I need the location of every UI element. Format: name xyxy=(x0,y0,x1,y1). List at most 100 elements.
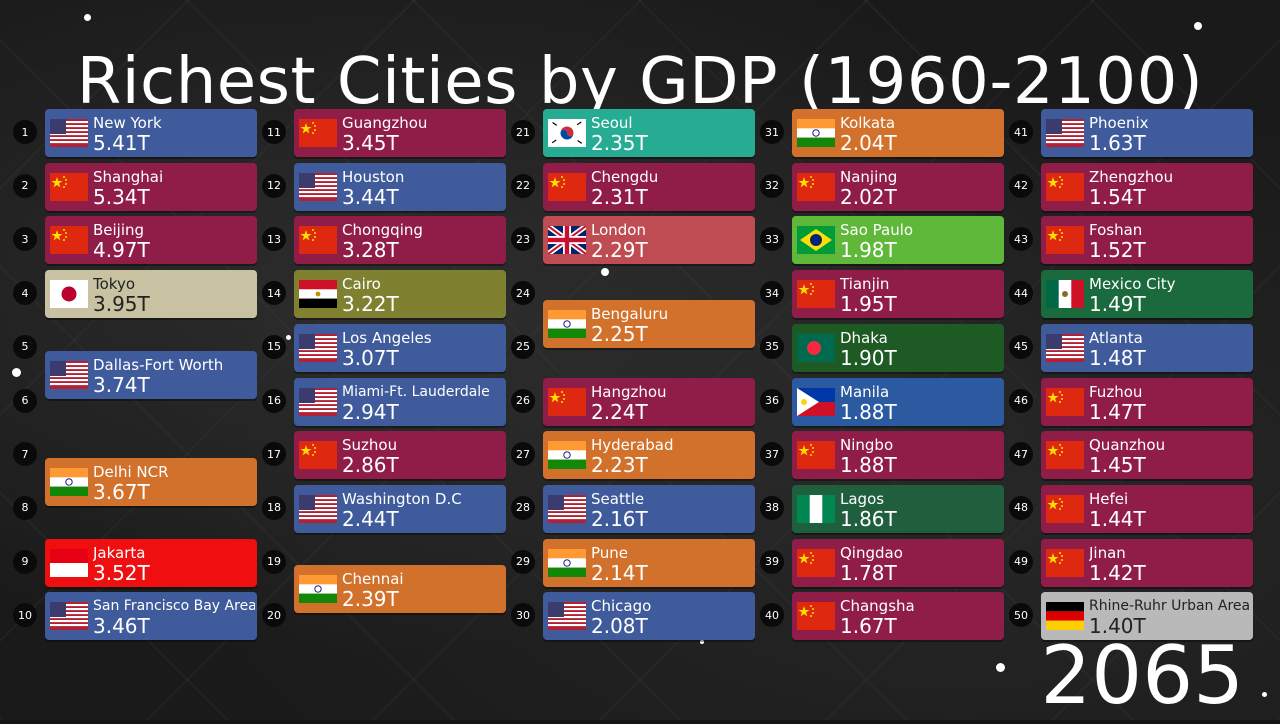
city-name: Guangzhou xyxy=(342,114,428,132)
rank-badge: 2 xyxy=(13,173,37,198)
city-bar: London 2.29T xyxy=(543,216,755,265)
city-name: Jinan xyxy=(1089,543,1126,562)
city-name: Washington D.C xyxy=(342,489,462,508)
gdp-value-label: 2.44T xyxy=(342,506,399,531)
cn-flag-icon xyxy=(548,172,586,201)
cn-flag-icon xyxy=(548,387,586,416)
city-name: Quanzhou xyxy=(1089,436,1166,455)
city-name: New York xyxy=(93,114,162,132)
city-bar: Zhengzhou 1.54T xyxy=(1041,162,1253,211)
rank-badge: 19 xyxy=(262,549,286,574)
gdp-value-label: 3.45T xyxy=(342,131,399,155)
city-name: Hyderabad xyxy=(591,436,674,455)
city-name: Rhine-Ruhr Urban Area xyxy=(1089,598,1251,615)
rank-badge: 13 xyxy=(262,227,286,252)
gdp-value-label: 3.67T xyxy=(93,480,150,505)
city-bar: Chongqing 3.28T xyxy=(294,216,506,265)
city-bar: Manila 1.88T xyxy=(792,377,1004,426)
city-bar: Beijing 4.97T xyxy=(45,216,257,265)
gdp-value-label: 3.95T xyxy=(93,292,150,317)
city-bar: Quanzhou 1.45T xyxy=(1041,431,1253,480)
us-flag-icon xyxy=(299,172,337,201)
gdp-value-label: 5.34T xyxy=(93,184,150,209)
rank-badge: 30 xyxy=(511,603,535,628)
city-name: Suzhou xyxy=(342,436,398,455)
rank-badge: 8 xyxy=(13,495,37,520)
sparkle-dot xyxy=(1262,692,1267,697)
city-name: Cairo xyxy=(342,275,381,294)
city-name: Mexico City xyxy=(1089,275,1176,294)
city-bar: Hangzhou 2.24T xyxy=(543,377,755,426)
br-flag-icon xyxy=(797,226,835,255)
rank-badge: 46 xyxy=(1009,388,1033,413)
city-bar: Dallas-Fort Worth 3.74T xyxy=(45,350,257,399)
cn-flag-icon xyxy=(797,172,835,201)
rank-badge: 12 xyxy=(262,173,286,198)
de-flag-icon xyxy=(1046,602,1084,631)
city-name: Sao Paulo xyxy=(840,221,914,240)
city-bar: Fuzhou 1.47T xyxy=(1041,377,1253,426)
rank-badge: 21 xyxy=(511,120,535,144)
gdp-value-label: 4.97T xyxy=(93,238,150,263)
city-bar: Seattle 2.16T xyxy=(543,484,755,533)
rank-badge: 9 xyxy=(13,549,37,574)
rank-badge: 11 xyxy=(262,120,286,144)
gdp-value-label: 2.04T xyxy=(840,131,897,155)
city-name: Chennai xyxy=(342,570,404,589)
cn-flag-icon xyxy=(1046,387,1084,416)
city-name: Houston xyxy=(342,167,405,186)
city-name: Shanghai xyxy=(93,167,164,186)
city-bar: Pune 2.14T xyxy=(543,538,755,587)
city-bar: Atlanta 1.48T xyxy=(1041,323,1253,372)
year-label: 2065 xyxy=(1040,629,1244,722)
in-flag-icon xyxy=(548,441,586,470)
city-bar: Jakarta 3.52T xyxy=(45,538,257,587)
gdp-value-label: 1.42T xyxy=(1089,560,1146,585)
gdp-value-label: 3.74T xyxy=(93,372,150,397)
us-flag-icon xyxy=(299,387,337,416)
us-flag-icon xyxy=(1046,333,1084,362)
city-name: Seattle xyxy=(591,489,645,508)
gdp-value-label: 2.24T xyxy=(591,399,648,424)
rank-badge: 15 xyxy=(262,334,286,359)
gdp-value-label: 1.45T xyxy=(1089,453,1146,478)
rank-badge: 20 xyxy=(262,603,286,628)
rank-badge: 23 xyxy=(511,227,535,252)
city-bar: Chennai 2.39T xyxy=(294,565,506,614)
rank-badge: 17 xyxy=(262,442,286,467)
chart-title: Richest Cities by GDP (1960-2100) xyxy=(76,45,1204,119)
gdp-value-label: 5.41T xyxy=(93,131,150,155)
gdp-value-label: 1.90T xyxy=(840,345,897,370)
ph-flag-icon xyxy=(797,387,835,416)
cn-flag-icon xyxy=(797,441,835,470)
rank-badge: 48 xyxy=(1009,495,1033,520)
rank-badge: 31 xyxy=(760,120,784,144)
cn-flag-icon xyxy=(50,226,88,255)
rank-badge: 49 xyxy=(1009,549,1033,574)
gdp-value-label: 1.47T xyxy=(1089,399,1146,424)
rank-badge: 10 xyxy=(13,603,37,628)
city-bar: Suzhou 2.86T xyxy=(294,431,506,480)
ng-flag-icon xyxy=(797,494,835,523)
gdp-value-label: 1.98T xyxy=(840,238,897,263)
city-name: Hefei xyxy=(1089,489,1129,508)
rank-badge: 37 xyxy=(760,442,784,467)
city-bar: Phoenix 1.63T xyxy=(1041,109,1253,157)
rank-badge: 40 xyxy=(760,603,784,628)
rank-badge: 39 xyxy=(760,549,784,574)
sparkle-dot xyxy=(84,14,91,21)
cn-flag-icon xyxy=(299,119,337,147)
city-bar: Shanghai 5.34T xyxy=(45,162,257,211)
rank-badge: 43 xyxy=(1009,227,1033,252)
city-name: Chengdu xyxy=(591,167,659,186)
city-name: Seoul xyxy=(591,114,633,132)
rank-badge: 36 xyxy=(760,388,784,413)
gdp-value-label: 1.52T xyxy=(1089,238,1146,263)
rank-badge: 28 xyxy=(511,495,535,520)
city-bar: Tianjin 1.95T xyxy=(792,270,1004,319)
gdp-value-label: 3.46T xyxy=(93,614,150,639)
cn-flag-icon xyxy=(1046,226,1084,255)
city-name: Qingdao xyxy=(840,543,903,562)
city-bar: Nanjing 2.02T xyxy=(792,162,1004,211)
city-bar: Foshan 1.52T xyxy=(1041,216,1253,265)
